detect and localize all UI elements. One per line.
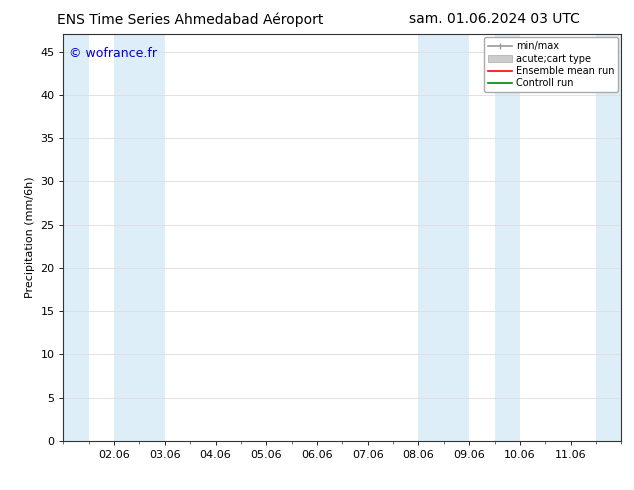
Y-axis label: Precipitation (mm/6h): Precipitation (mm/6h): [25, 177, 35, 298]
Bar: [596, 34, 621, 441]
Text: ENS Time Series Ahmedabad Aéroport: ENS Time Series Ahmedabad Aéroport: [57, 12, 323, 27]
Bar: [418, 34, 469, 441]
Legend: min/max, acute;cart type, Ensemble mean run, Controll run: min/max, acute;cart type, Ensemble mean …: [484, 37, 618, 92]
Bar: [114, 34, 165, 441]
Text: sam. 01.06.2024 03 UTC: sam. 01.06.2024 03 UTC: [409, 12, 580, 26]
Text: © wofrance.fr: © wofrance.fr: [69, 47, 157, 59]
Bar: [495, 34, 520, 441]
Bar: [63, 34, 89, 441]
